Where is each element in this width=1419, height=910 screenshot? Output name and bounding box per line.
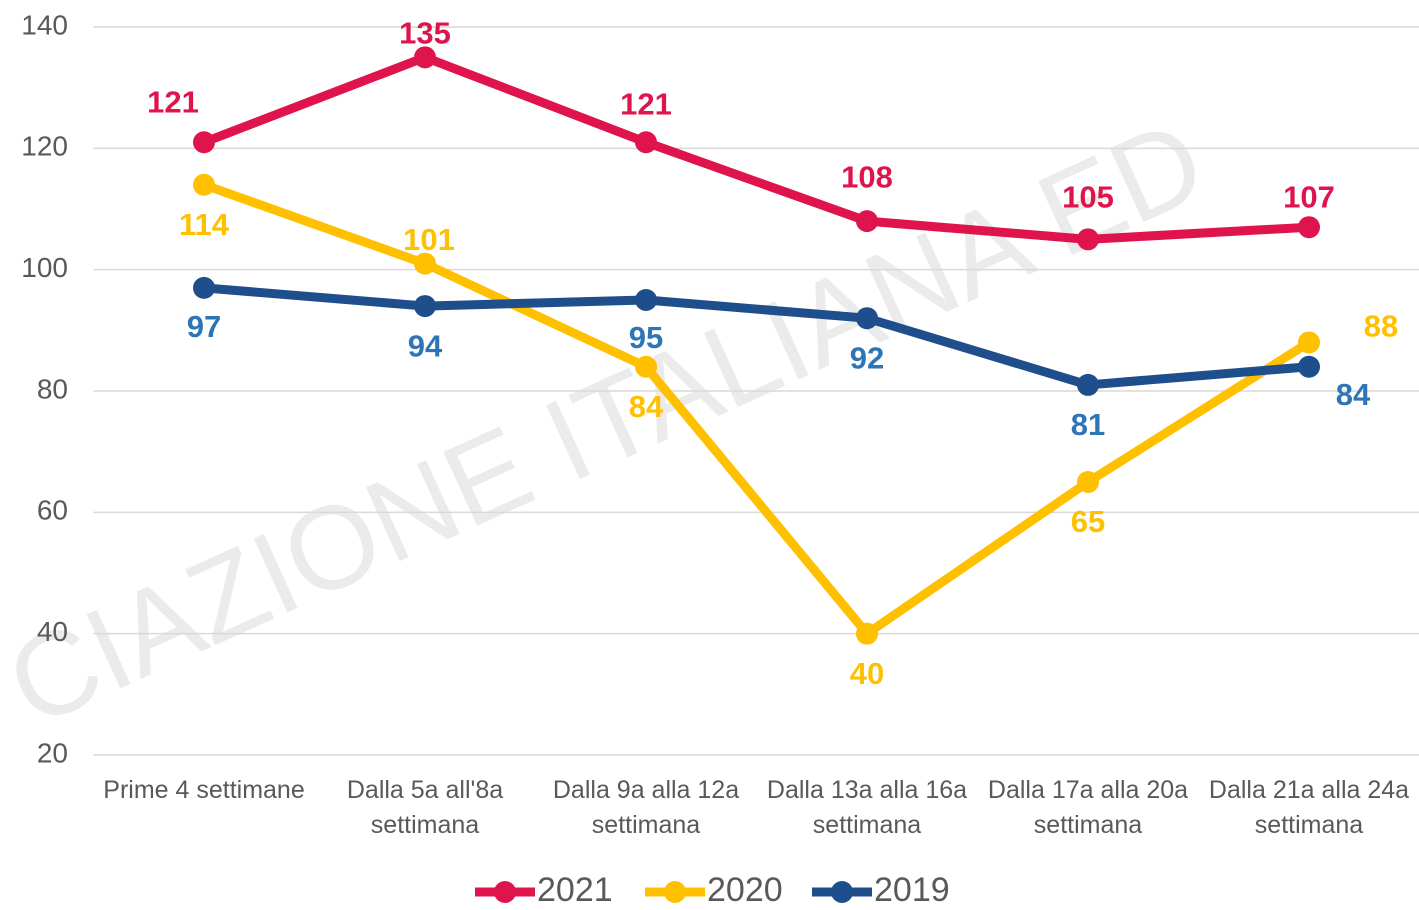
legend-marker <box>831 881 853 903</box>
legend-label: 2021 <box>537 871 613 909</box>
data-label: 121 <box>620 86 672 121</box>
point <box>635 355 657 378</box>
x-tick-label: Dalla 13a alla 16a settimana <box>766 776 968 839</box>
point <box>1077 228 1099 251</box>
point <box>414 46 436 69</box>
data-label: 135 <box>399 16 451 51</box>
legend-label: 2020 <box>707 871 783 909</box>
point <box>193 173 215 196</box>
data-label: 88 <box>1364 309 1398 344</box>
y-tick-label: 80 <box>37 373 68 404</box>
point <box>856 210 878 233</box>
point <box>635 131 657 154</box>
legend-marker <box>664 881 686 903</box>
y-tick-label: 120 <box>21 131 68 162</box>
data-label: 101 <box>403 222 455 257</box>
point <box>1077 471 1099 493</box>
point <box>1077 373 1099 396</box>
point <box>1298 355 1320 378</box>
point <box>414 252 436 275</box>
data-label: 40 <box>850 656 884 691</box>
point <box>635 289 657 311</box>
y-tick-label: 100 <box>21 252 68 283</box>
data-label: 95 <box>629 320 663 355</box>
data-label: 94 <box>408 328 443 363</box>
y-tick-label: 20 <box>37 737 68 768</box>
line-series <box>202 52 1310 244</box>
data-label: 97 <box>187 309 221 344</box>
x-tick-label: Dalla 21a alla 24a settimana <box>1208 776 1410 839</box>
data-label: 108 <box>841 159 893 194</box>
point <box>1298 216 1320 239</box>
line-series <box>202 180 1312 639</box>
x-tick-label: Prime 4 settimane <box>103 776 305 804</box>
x-tick-label: Dalla 5a all'8a settimana <box>346 776 504 839</box>
point <box>856 622 878 645</box>
y-tick-label: 60 <box>37 495 68 526</box>
x-tick-label: Dalla 17a alla 20a settimana <box>987 776 1189 839</box>
point <box>414 295 436 318</box>
point <box>856 307 878 330</box>
legend-marker <box>494 881 516 903</box>
point <box>1298 331 1320 354</box>
data-label: 84 <box>1336 377 1371 412</box>
point <box>193 276 215 299</box>
y-tick-label: 140 <box>21 9 68 40</box>
data-label: 81 <box>1071 407 1105 442</box>
data-label: 107 <box>1283 179 1335 214</box>
data-label: 114 <box>179 207 230 242</box>
y-tick-label: 40 <box>37 616 68 647</box>
legend-label: 2019 <box>874 871 950 909</box>
watermark: CIAZIONE ITALIANA ED <box>0 94 1223 752</box>
data-label: 65 <box>1071 504 1105 539</box>
data-label: 121 <box>147 84 199 119</box>
data-label: 105 <box>1062 180 1114 215</box>
data-label: 92 <box>850 340 884 375</box>
x-tick-label: Dalla 9a alla 12a settimana <box>552 776 740 839</box>
data-label: 84 <box>629 389 664 424</box>
point <box>193 131 215 154</box>
line-series <box>203 283 1310 390</box>
